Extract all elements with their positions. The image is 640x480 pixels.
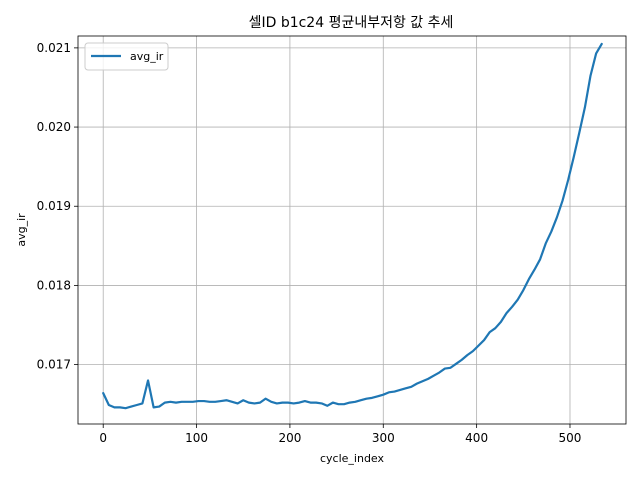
chart-title: 셀ID b1c24 평균내부저항 값 추세	[249, 15, 454, 31]
y-tick-label: 0.018	[37, 278, 71, 292]
x-tick-label: 400	[465, 431, 488, 445]
grid-lines	[78, 36, 626, 424]
series-layer	[102, 42, 603, 410]
x-axis-label: cycle_index	[320, 452, 385, 465]
x-tick-label: 500	[559, 431, 582, 445]
plot-frame	[77, 35, 627, 425]
legend: avg_ir	[84, 42, 169, 71]
x-tick-label: 200	[278, 431, 301, 445]
y-axis-ticks: 0.017 0.018 0.019 0.020 0.021	[37, 41, 78, 372]
y-tick-label: 0.021	[37, 41, 71, 55]
x-tick-label: 0	[99, 431, 107, 445]
legend-box	[84, 42, 169, 71]
x-tick-label: 100	[185, 431, 208, 445]
y-axis-label: avg_ir	[15, 213, 28, 247]
legend-label: avg_ir	[130, 50, 164, 63]
y-tick-label: 0.017	[37, 358, 71, 372]
series-line-avg_ir	[102, 42, 603, 410]
x-tick-label: 300	[372, 431, 395, 445]
x-axis-ticks: 0 100 200 300 400 500	[99, 424, 581, 445]
y-tick-label: 0.020	[37, 120, 71, 134]
y-tick-label: 0.019	[37, 199, 71, 213]
